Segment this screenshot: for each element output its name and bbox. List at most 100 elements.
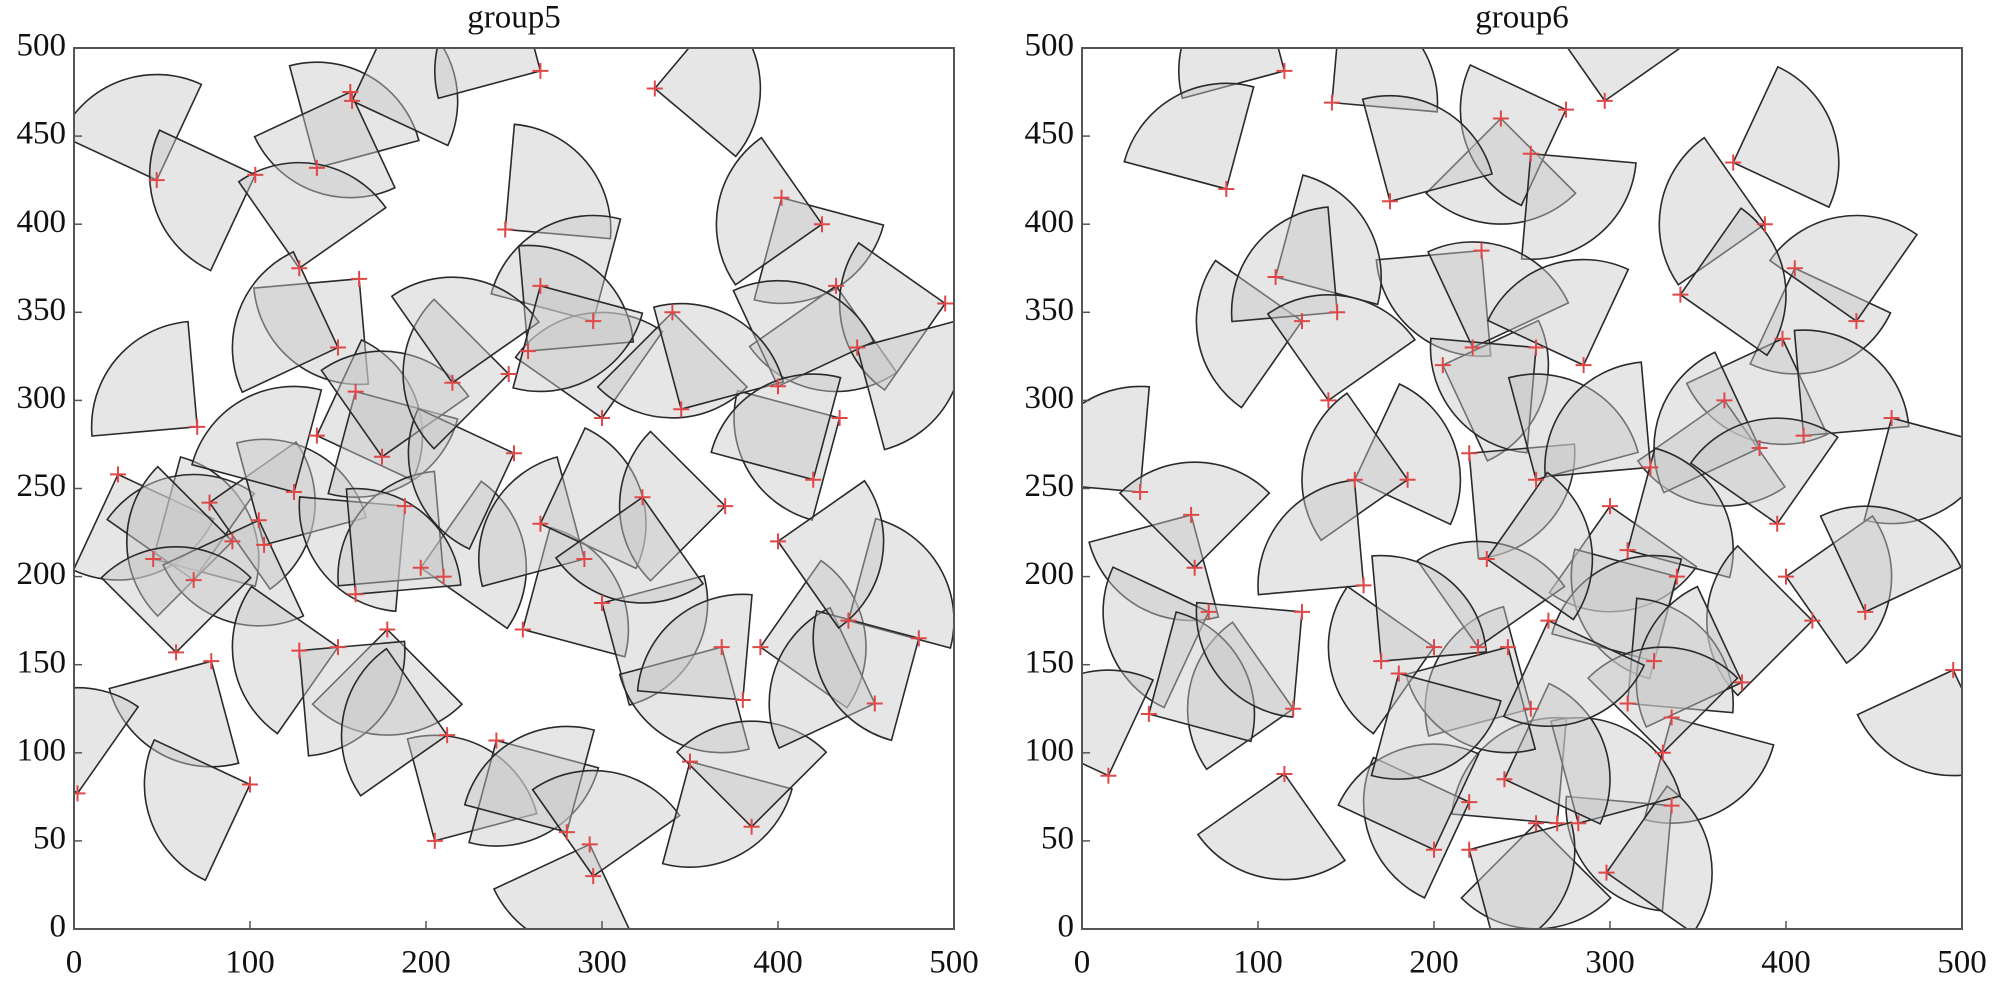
sensor-marker <box>1596 92 1613 109</box>
sector <box>390 276 541 384</box>
sector <box>1507 373 1640 481</box>
y-tick-label: 450 <box>1025 116 1075 152</box>
sensor-marker <box>828 277 845 294</box>
sensor-marker <box>330 639 346 656</box>
sector <box>636 593 753 701</box>
sensor-marker <box>1186 559 1203 576</box>
sensor-marker <box>1496 771 1513 788</box>
sector <box>1371 554 1488 663</box>
sensor-marker <box>585 868 602 885</box>
y-tick-label: 400 <box>1025 204 1075 240</box>
x-tick-label: 100 <box>225 945 275 981</box>
sector <box>340 647 449 797</box>
sensor-marker <box>717 498 734 515</box>
sector <box>1685 337 1829 446</box>
sensor-marker <box>673 401 690 418</box>
sensor-marker <box>1848 313 1865 330</box>
sensor-marker <box>1668 568 1685 585</box>
sensor-marker <box>185 572 202 589</box>
y-tick-label: 200 <box>17 556 67 592</box>
sensor-marker <box>1672 286 1689 303</box>
sector <box>1274 174 1382 306</box>
sector <box>1370 672 1502 780</box>
sensor-marker <box>581 836 598 853</box>
y-tick-label: 300 <box>1025 380 1075 416</box>
sensor-marker <box>937 295 954 312</box>
y-tick-label: 150 <box>17 644 67 680</box>
sector <box>653 48 762 158</box>
sector <box>1626 597 1734 714</box>
x-tick-label: 400 <box>1761 945 1811 981</box>
sector <box>1732 65 1840 209</box>
sensor-marker <box>1619 695 1636 712</box>
sector <box>1502 619 1646 727</box>
sector <box>554 496 705 604</box>
sector <box>1353 382 1462 526</box>
sensor-marker <box>1320 392 1337 409</box>
sensor-marker <box>910 630 927 647</box>
sector <box>618 430 727 582</box>
sensor-marker <box>1654 744 1671 761</box>
sensor-marker <box>1598 864 1615 881</box>
sector <box>1548 505 1698 613</box>
sensor-marker <box>145 550 162 567</box>
sensor-marker <box>773 189 790 206</box>
sensor-marker <box>497 221 514 238</box>
sensor-marker <box>1132 484 1149 501</box>
y-tick-label: 500 <box>1025 28 1075 64</box>
sector <box>1503 682 1611 825</box>
sector <box>402 298 510 450</box>
sector <box>463 725 596 834</box>
sector <box>191 385 323 494</box>
sector <box>407 407 516 551</box>
sector <box>1486 258 1630 367</box>
sector <box>1195 601 1303 718</box>
sensor-marker <box>1716 392 1733 409</box>
sensor-marker <box>1399 471 1416 488</box>
sensor-marker <box>1470 639 1486 656</box>
y-tick-label: 0 <box>50 909 67 945</box>
y-tick-label: 150 <box>1025 644 1075 680</box>
sector <box>74 686 140 795</box>
sector <box>504 123 612 240</box>
sensor-marker <box>1426 841 1442 858</box>
sector <box>126 465 234 618</box>
sector <box>1196 772 1347 881</box>
sensor-marker <box>1294 313 1310 330</box>
sector <box>812 609 920 742</box>
sensor-marker <box>1461 445 1478 462</box>
sensor-marker <box>1619 542 1636 559</box>
sensor-marker <box>1778 568 1794 585</box>
sensor-marker <box>347 383 364 400</box>
sensor-marker <box>1218 180 1235 197</box>
chart-title: group5 <box>467 0 561 36</box>
sector <box>518 244 635 352</box>
sector <box>856 320 954 451</box>
sensor-marker <box>1100 767 1117 784</box>
sector <box>753 196 885 305</box>
sector <box>1550 716 1682 825</box>
y-tick-label: 300 <box>17 380 67 416</box>
sensor-marker <box>1426 639 1442 656</box>
sector <box>1653 351 1761 494</box>
sensor-marker <box>308 159 325 176</box>
y-tick-label: 100 <box>17 732 67 768</box>
sector <box>715 136 824 286</box>
sensor-marker <box>594 595 610 612</box>
sensor-marker <box>1857 603 1874 620</box>
sensor-marker <box>412 559 429 576</box>
sensor-marker <box>1382 193 1398 210</box>
sector <box>1361 94 1493 203</box>
sensor-marker <box>168 644 185 661</box>
sensor-marker <box>308 427 325 444</box>
sensor-marker <box>1461 794 1478 811</box>
sensor-marker <box>1329 304 1346 321</box>
sensor-marker <box>1642 459 1659 476</box>
sector <box>1586 646 1739 754</box>
sensor-marker <box>1646 653 1662 670</box>
sensor-marker <box>242 776 258 793</box>
sensor-marker <box>1549 815 1566 832</box>
sensor-marker <box>506 445 522 462</box>
y-tick-label: 450 <box>17 116 67 152</box>
